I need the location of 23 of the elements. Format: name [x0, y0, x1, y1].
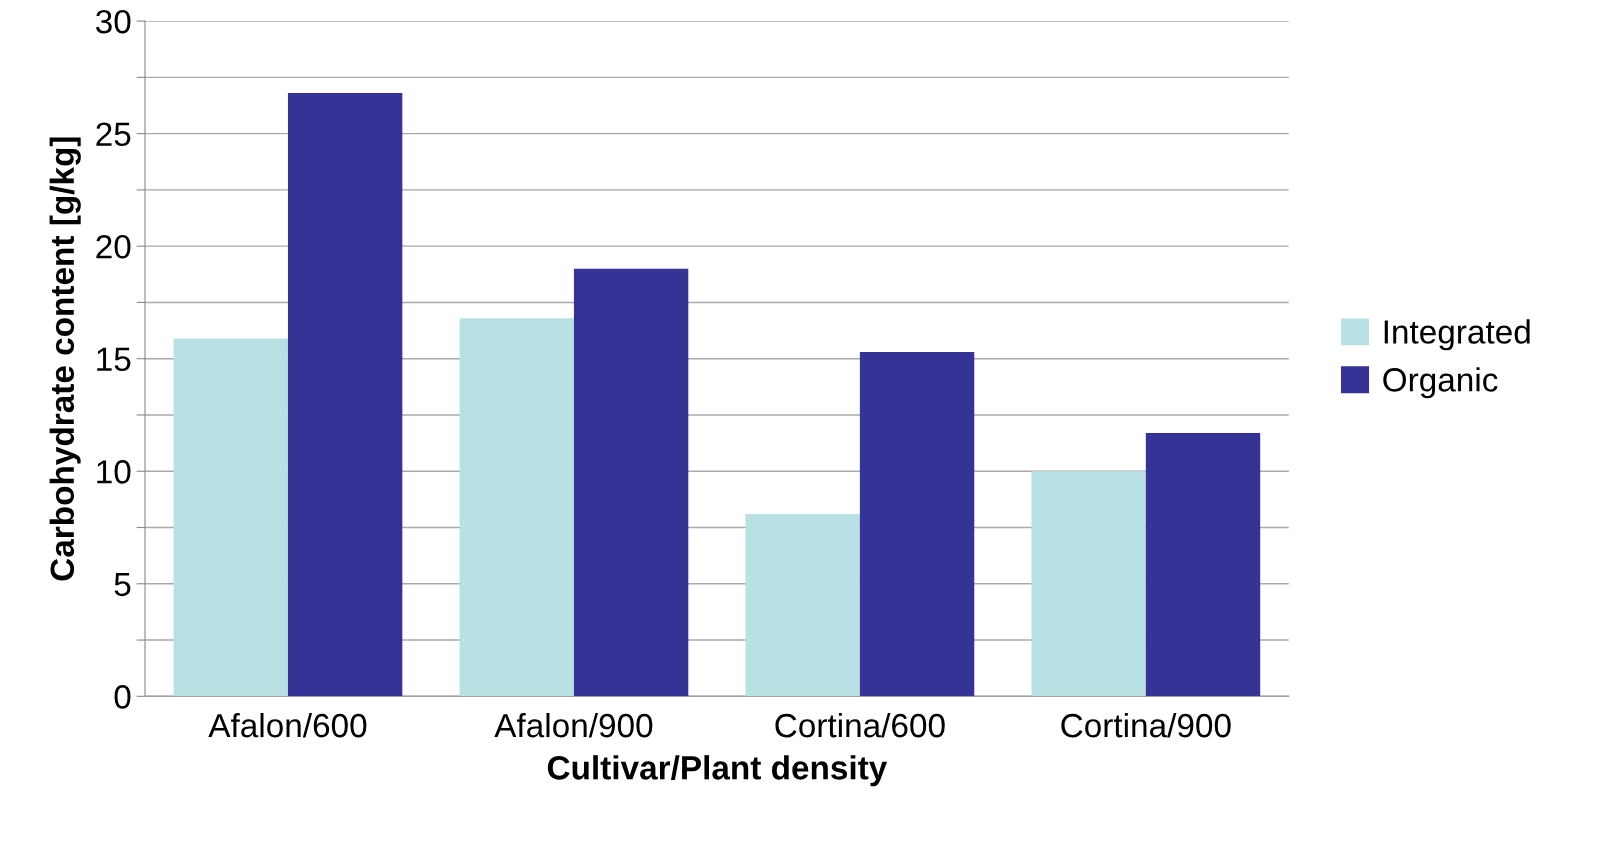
x-tick-label: Afalon/900: [494, 712, 653, 738]
x-tick-label: Cortina/900: [1061, 712, 1231, 738]
bar: [1031, 471, 1146, 697]
bar: [287, 93, 403, 697]
y-tick-label: 5: [114, 572, 131, 597]
x-axis-title: Cultivar/Plant density: [547, 755, 888, 787]
bar: [173, 338, 288, 697]
bar: [1145, 432, 1261, 697]
x-tick-label: Afalon/600: [208, 712, 367, 738]
bar: [573, 268, 689, 697]
y-tick-label: 20: [96, 234, 131, 259]
y-axis-title: Carbohydrate content [g/kg]: [49, 137, 81, 581]
legend-label: Organic: [1383, 367, 1498, 399]
y-tick-label: 30: [95, 9, 131, 34]
y-tick-label: 25: [96, 122, 131, 147]
bar: [459, 318, 574, 697]
y-tick-label: 15: [97, 347, 131, 372]
bar: [859, 351, 975, 697]
legend-label: Integrated: [1384, 319, 1530, 351]
x-tick-label: Cortina/600: [775, 712, 945, 738]
bar: [745, 514, 860, 697]
y-tick-label: 10: [97, 460, 131, 484]
y-tick-label: 0: [114, 685, 131, 709]
